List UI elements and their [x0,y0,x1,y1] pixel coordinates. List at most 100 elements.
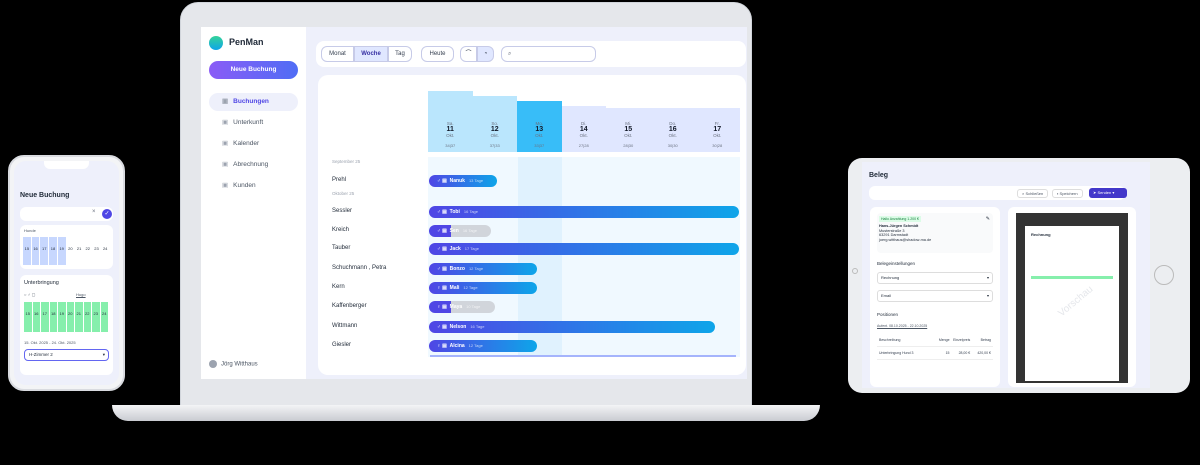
day-column[interactable]: So. 12 Okt. 37|33 [472,96,517,152]
sidebar-item-label: Buchungen [233,98,269,105]
sidebar: PenMan Neue Buchung ▣ Buchungen ▣ Unterkunf… [201,27,306,379]
today-button[interactable]: Heute [421,46,454,62]
date-cell[interactable]: 22 [83,237,93,265]
date-cell[interactable]: 15 [24,302,33,332]
booking-bar[interactable]: ♀ ▤ Mali 12 Tage [429,282,537,294]
sidebar-item-kunden[interactable]: ▣ Kunden [209,177,298,195]
app-logo-icon [209,36,223,50]
cat-icon[interactable]: ⌒ [460,46,477,62]
pdf-page: Rechnung Vorschau [1025,226,1119,381]
date-cell[interactable]: 20 [66,237,76,265]
home-button[interactable] [1154,265,1174,285]
booking-bar[interactable]: ♂ ▤ Sen 16 Tage [429,225,491,237]
date-cell[interactable]: 20 [66,302,75,332]
edit-icon[interactable]: ✎ [985,216,990,222]
positions-table: Beschreibung Menge Einzelpreis Betrag Unterb… [877,334,993,360]
weekday: So. [491,121,499,126]
scrollbar[interactable] [430,355,736,357]
booking-bar[interactable]: ♂ ▤ Bonzo 12 Tage [429,263,537,275]
weekday: Do. [669,121,677,126]
customer-name: Giesler [332,342,352,348]
dog-icon[interactable]: ◔ [477,46,494,62]
receipt-title: Beleg [869,172,889,179]
send-method-select[interactable]: Email ▾ [877,290,993,302]
close-button[interactable]: × Schließen [1017,189,1049,198]
users-icon: ▣ [222,182,229,189]
booking-bar[interactable]: ♂ ▤ Nanuk 13 Tage [429,175,497,187]
date-cell[interactable]: 22 [83,302,92,332]
pet-name[interactable]: Hugo [76,292,86,297]
tab-woche[interactable]: Woche [354,46,388,62]
booking-bar[interactable]: ♂ ▤ Tobi 16 Tage [429,206,739,218]
male-icon: ♂ [437,246,441,252]
booking-bar[interactable]: ♂ ▤ Jack 17 Tage [429,243,739,255]
date-cell[interactable]: 19 [58,302,67,332]
duration: 13 Tage [468,178,484,183]
occupancy-count: 34|37 [445,143,456,148]
day-number: 15 [624,126,633,133]
confirm-icon[interactable]: ✓ [102,209,112,219]
sidebar-item-kalender[interactable]: ▣ Kalender [209,135,298,153]
day-column[interactable]: Do. 16 Okt. 30|30 [650,108,695,152]
sidebar-item-buchungen[interactable]: ▣ Buchungen [209,93,298,111]
day-column[interactable]: Fr. 17 Okt. 30|28 [695,108,740,152]
preview-title: Rechnung [1031,232,1051,237]
date-cell[interactable]: 24 [100,302,109,332]
date-cell[interactable]: 17 [41,302,50,332]
laptop-frame: PenMan Neue Buchung ▣ Buchungen ▣ Unterkunf… [180,2,752,407]
kennel-icon: ▤ [442,285,447,291]
day-number: 13 [535,126,544,133]
day-column[interactable]: Sa. 11 Okt. 34|37 [428,91,473,152]
date-cell[interactable]: 16 [32,302,41,332]
preview-bar [1031,276,1113,279]
user-name[interactable]: Jörg Witthaus [209,360,258,368]
date-cell[interactable]: 15 [23,237,32,265]
customer-name: Kern [332,284,345,290]
male-icon: ♂ [437,178,441,184]
type-select[interactable]: Rechnung ▾ [877,272,993,284]
date-cell[interactable]: 24 [101,237,111,265]
booking-bar[interactable]: ♂ ▤ Nelson 16 Tage [429,321,715,333]
search-input[interactable]: ⌕ [501,46,596,62]
new-booking-button[interactable]: Neue Buchung [209,61,298,79]
sidebar-item-unterkunft[interactable]: ▣ Unterkunft [209,114,298,132]
date-cell[interactable]: 23 [92,302,101,332]
date-cell[interactable]: 16 [31,237,41,265]
date-cell[interactable]: 17 [40,237,50,265]
day-number: 12 [490,126,499,133]
send-button[interactable]: ➤ Senden ▾ [1089,188,1127,198]
date-cell[interactable]: 21 [75,302,84,332]
customer-name: Kreich [332,227,350,233]
clear-icon[interactable]: × [92,209,96,215]
date-cell[interactable]: 18 [49,302,58,332]
occupancy-count: 37|33 [489,143,500,148]
pet-icons[interactable]: ○ ♂ ▢ [24,292,36,297]
booking-bar[interactable]: ♀ ▤ Alcina 12 Tage [429,340,537,352]
booking-bar[interactable]: ♀ ▤ Maya 10 Tage [429,301,495,313]
tab-tag[interactable]: Tag [388,46,412,62]
date-cell[interactable]: 21 [75,237,84,265]
date-cell[interactable]: 23 [92,237,102,265]
stay-link[interactable]: Aufent. 08.10.2025 - 22.10.2025 [877,324,928,328]
save-button[interactable]: ▪ Speichern [1052,189,1083,198]
room-select[interactable]: H-Zimmer 2 ▾ [24,349,109,361]
sidebar-item-abrechnung[interactable]: ▣ Abrechnung [209,156,298,174]
pet-name: Alcina [449,343,465,349]
day-number: 16 [668,126,677,133]
send-label: Senden [1097,190,1112,195]
customer-name: Sessler [332,208,353,214]
day-column[interactable]: Mo. 13 Okt. 33|37 [517,101,562,152]
date-cell[interactable]: 19 [57,237,67,265]
receipt-toolbar: × Schließen ▪ Speichern ➤ Senden ▾ [869,186,1127,200]
day-column[interactable]: Di. 14 Okt. 27|28 [561,106,606,152]
phone-title: Neue Buchung [20,192,70,199]
month: Okt. [535,133,544,138]
date-cell[interactable]: 18 [49,237,58,265]
avatar [209,360,217,368]
weekday: Sa. [446,121,454,126]
chevron-down-icon: ▾ [102,352,105,357]
tab-monat[interactable]: Monat [321,46,354,62]
phone-search-input[interactable]: × ✓ [20,207,113,221]
kennel-icon: ▤ [442,266,447,272]
day-column[interactable]: Mi. 15 Okt. 28|30 [606,108,651,152]
